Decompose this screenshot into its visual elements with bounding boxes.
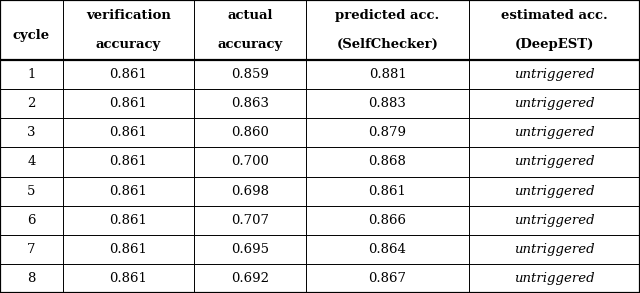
Text: 0.861: 0.861 bbox=[109, 272, 147, 285]
Text: cycle: cycle bbox=[13, 29, 50, 42]
Text: (SelfChecker): (SelfChecker) bbox=[337, 38, 438, 51]
Text: 0.861: 0.861 bbox=[109, 156, 147, 168]
Text: 0.864: 0.864 bbox=[369, 243, 406, 256]
Text: 0.881: 0.881 bbox=[369, 68, 406, 81]
Text: 0.861: 0.861 bbox=[109, 214, 147, 227]
Text: untriggered: untriggered bbox=[515, 185, 595, 197]
Text: 0.860: 0.860 bbox=[231, 126, 269, 139]
Text: 0.861: 0.861 bbox=[109, 185, 147, 197]
Text: 8: 8 bbox=[27, 272, 36, 285]
Text: 0.879: 0.879 bbox=[369, 126, 406, 139]
Text: 2: 2 bbox=[27, 97, 36, 110]
Text: 4: 4 bbox=[27, 156, 36, 168]
Text: verification: verification bbox=[86, 9, 171, 22]
Text: 0.700: 0.700 bbox=[231, 156, 269, 168]
Text: 0.861: 0.861 bbox=[109, 68, 147, 81]
Text: 5: 5 bbox=[27, 185, 36, 197]
Text: 0.868: 0.868 bbox=[369, 156, 406, 168]
Text: 0.867: 0.867 bbox=[369, 272, 406, 285]
Text: 0.861: 0.861 bbox=[109, 243, 147, 256]
Text: estimated acc.: estimated acc. bbox=[501, 9, 608, 22]
Text: 0.866: 0.866 bbox=[369, 214, 406, 227]
Text: untriggered: untriggered bbox=[515, 214, 595, 227]
Text: untriggered: untriggered bbox=[515, 68, 595, 81]
Text: accuracy: accuracy bbox=[218, 38, 282, 51]
Text: 0.698: 0.698 bbox=[231, 185, 269, 197]
Text: 7: 7 bbox=[27, 243, 36, 256]
Text: untriggered: untriggered bbox=[515, 243, 595, 256]
Text: 0.859: 0.859 bbox=[231, 68, 269, 81]
Text: 3: 3 bbox=[27, 126, 36, 139]
Text: predicted acc.: predicted acc. bbox=[335, 9, 440, 22]
Text: accuracy: accuracy bbox=[96, 38, 161, 51]
Text: 0.692: 0.692 bbox=[231, 272, 269, 285]
Text: 0.883: 0.883 bbox=[369, 97, 406, 110]
Text: 0.695: 0.695 bbox=[231, 243, 269, 256]
Text: untriggered: untriggered bbox=[515, 97, 595, 110]
Text: 0.861: 0.861 bbox=[369, 185, 406, 197]
Text: untriggered: untriggered bbox=[515, 156, 595, 168]
Text: 0.861: 0.861 bbox=[109, 97, 147, 110]
Text: 6: 6 bbox=[27, 214, 36, 227]
Text: 0.861: 0.861 bbox=[109, 126, 147, 139]
Text: untriggered: untriggered bbox=[515, 272, 595, 285]
Text: (DeepEST): (DeepEST) bbox=[515, 38, 595, 51]
Text: 1: 1 bbox=[27, 68, 36, 81]
Text: 0.863: 0.863 bbox=[231, 97, 269, 110]
Text: untriggered: untriggered bbox=[515, 126, 595, 139]
Text: 0.707: 0.707 bbox=[231, 214, 269, 227]
Text: actual: actual bbox=[227, 9, 273, 22]
